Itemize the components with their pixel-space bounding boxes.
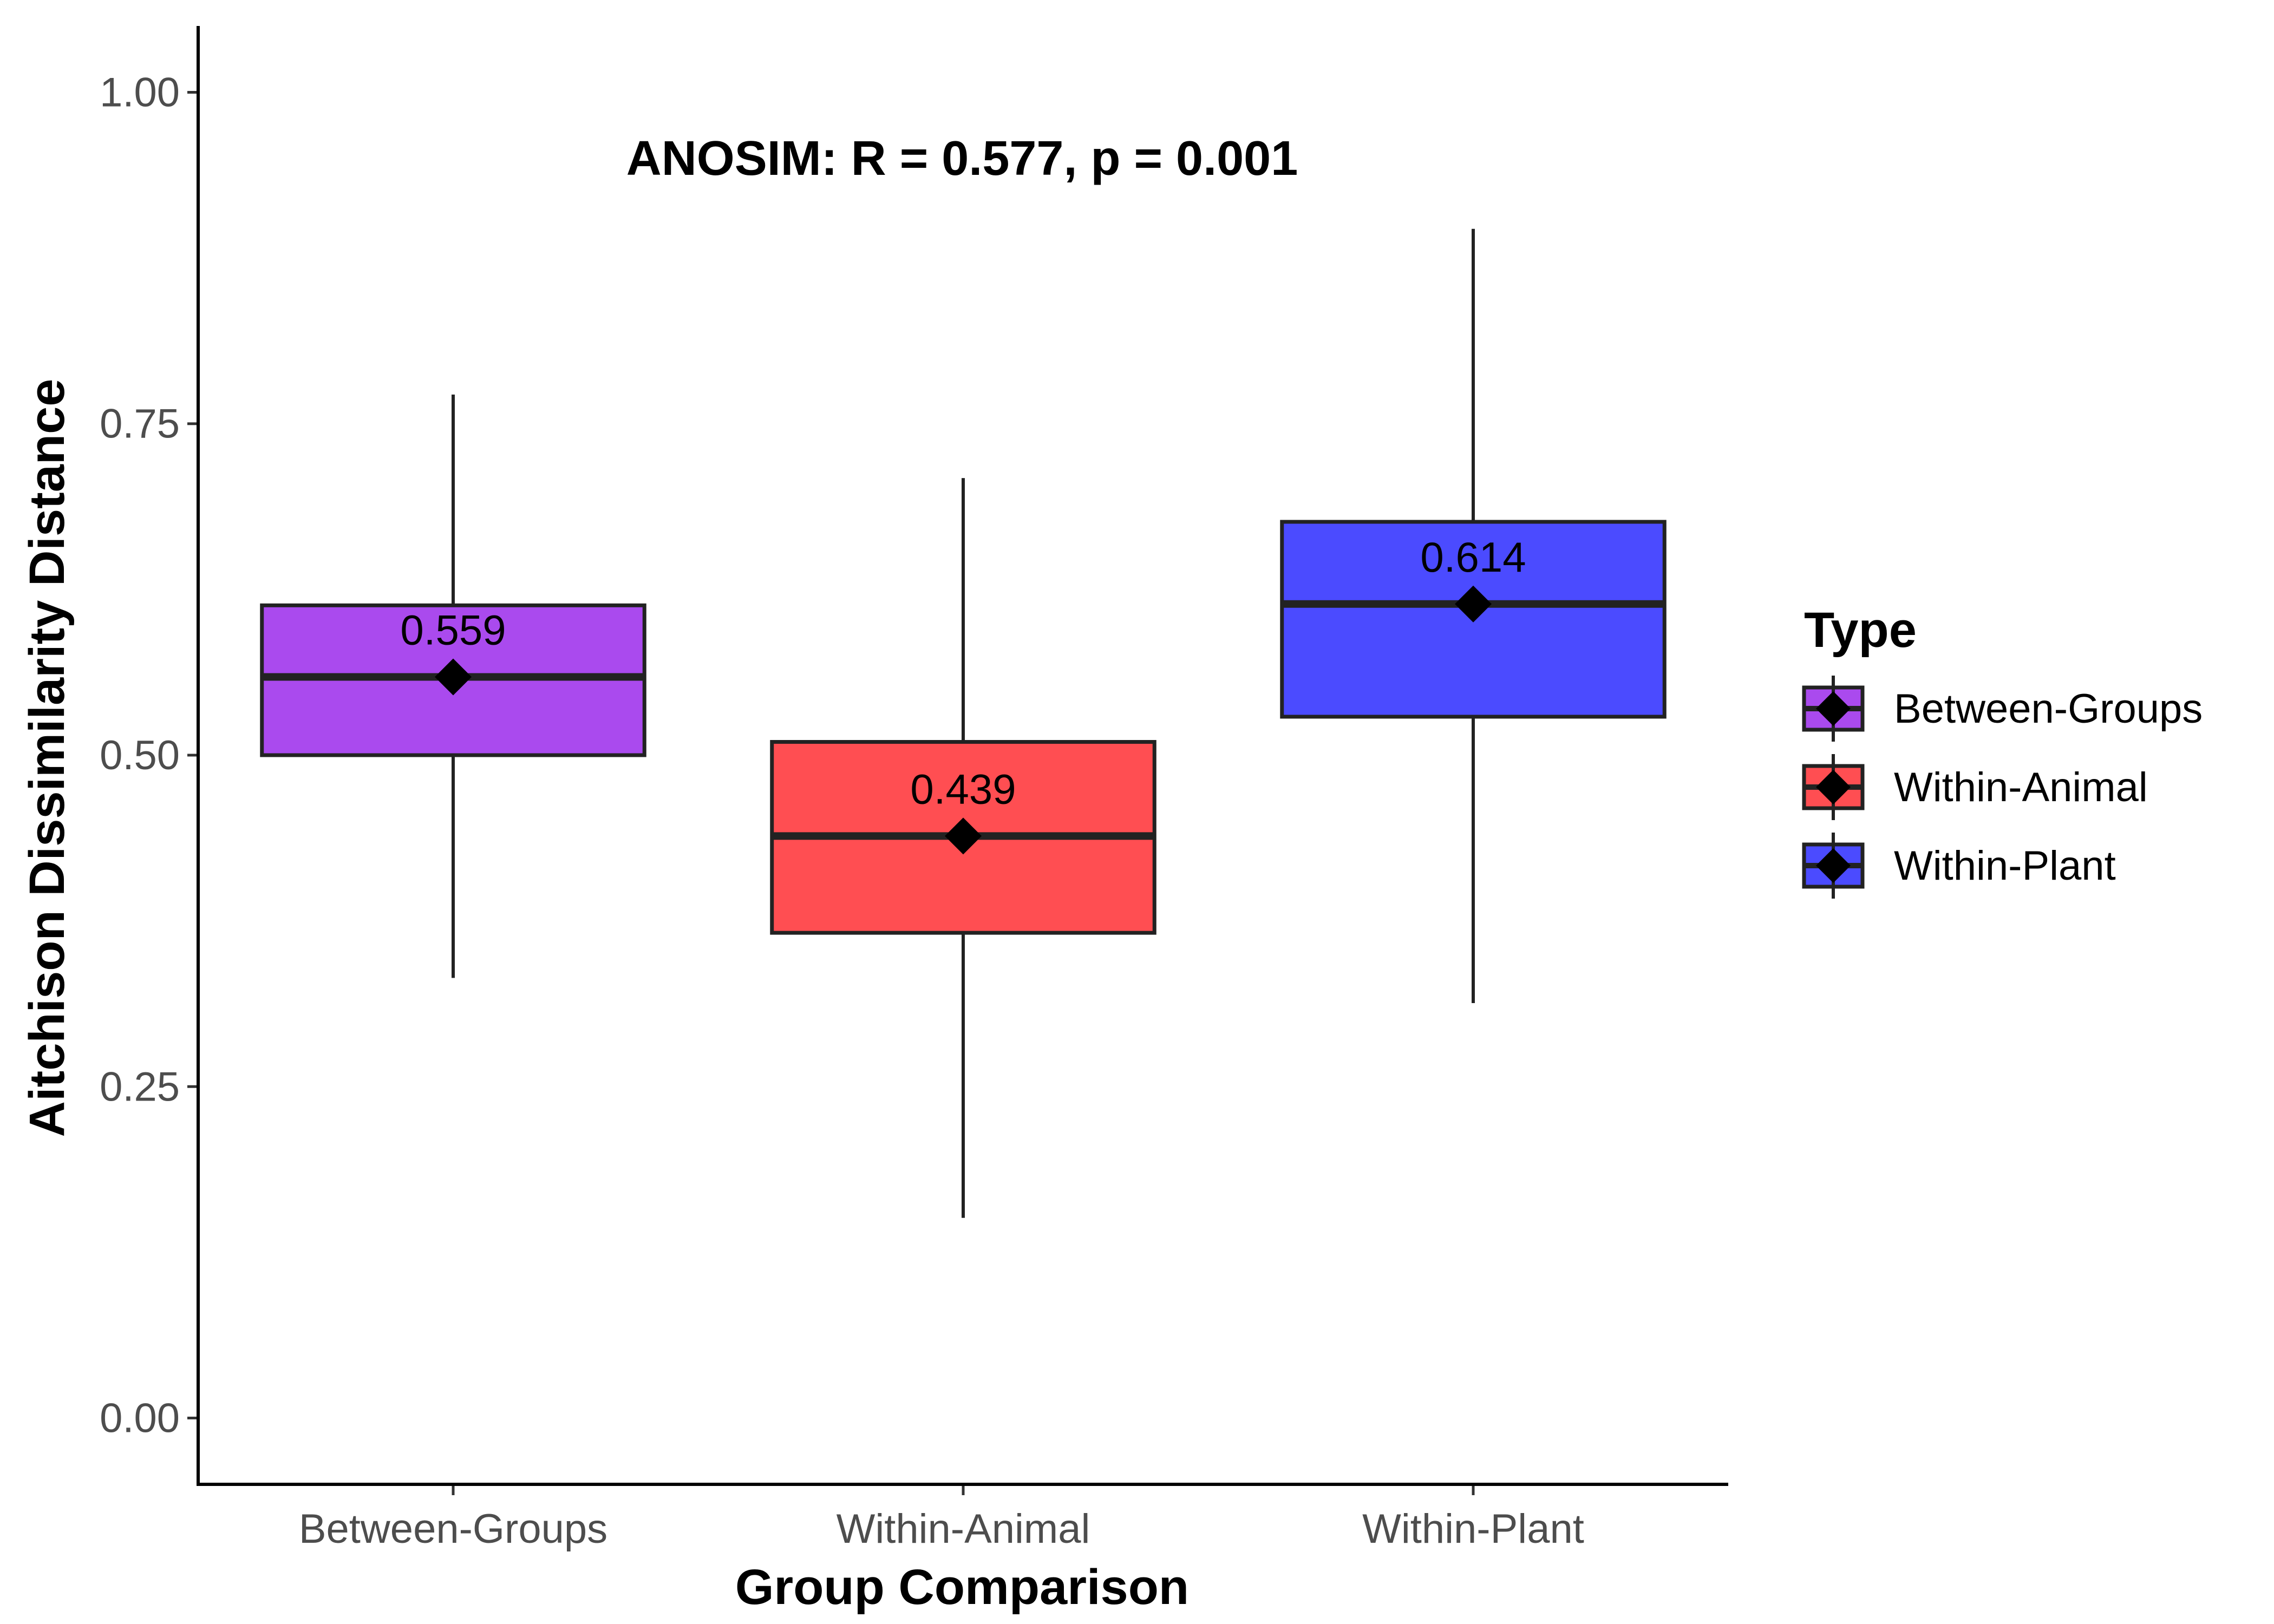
legend-label: Within-Plant	[1894, 843, 2116, 889]
legend-diamond	[1816, 691, 1851, 726]
mean-value-label: 0.439	[910, 765, 1016, 813]
legend-diamond	[1816, 848, 1851, 883]
x-axis-ticks: Between-Groups Within-Animal Within-Plant	[299, 1484, 1584, 1552]
y-tick-label: 0.75	[100, 401, 180, 447]
legend-item-within-animal: Within-Animal	[1802, 754, 2148, 820]
mean-marker	[1455, 585, 1492, 623]
box-within-animal: 0.439	[770, 478, 1156, 1218]
y-axis-title: Aitchison Dissimilarity Distance	[19, 379, 75, 1137]
mean-value-label: 0.614	[1420, 533, 1526, 581]
mean-marker	[945, 817, 982, 855]
legend-item-within-plant: Within-Plant	[1802, 833, 2116, 899]
box-within-plant: 0.614	[1280, 228, 1667, 1003]
legend-label: Within-Animal	[1894, 764, 2148, 810]
x-tick-label: Between-Groups	[299, 1506, 607, 1552]
y-tick-label: 0.50	[100, 732, 180, 778]
mean-marker	[435, 658, 472, 696]
legend-diamond	[1816, 770, 1851, 804]
box-plots: 0.559 0.439 0.614	[260, 228, 1667, 1218]
x-axis-title: Group Comparison	[735, 1560, 1189, 1615]
mean-value-label: 0.559	[400, 606, 506, 654]
x-tick-label: Within-Plant	[1362, 1506, 1584, 1552]
box-between-groups: 0.559	[260, 394, 646, 978]
y-tick-label: 0.00	[100, 1396, 180, 1442]
y-tick-label: 0.25	[100, 1064, 180, 1110]
anosim-annotation: ANOSIM: R = 0.577, p = 0.001	[626, 132, 1298, 186]
legend-item-between-groups: Between-Groups	[1802, 676, 2203, 742]
y-tick-label: 1.00	[100, 69, 180, 115]
legend-label: Between-Groups	[1894, 686, 2203, 732]
y-axis-ticks: 0.00 0.25 0.50 0.75 1.00	[100, 69, 198, 1442]
x-tick-label: Within-Animal	[837, 1506, 1090, 1552]
legend: Type Between-Groups Within-Animal Within-P…	[1802, 603, 2203, 899]
legend-title: Type	[1804, 603, 1917, 658]
